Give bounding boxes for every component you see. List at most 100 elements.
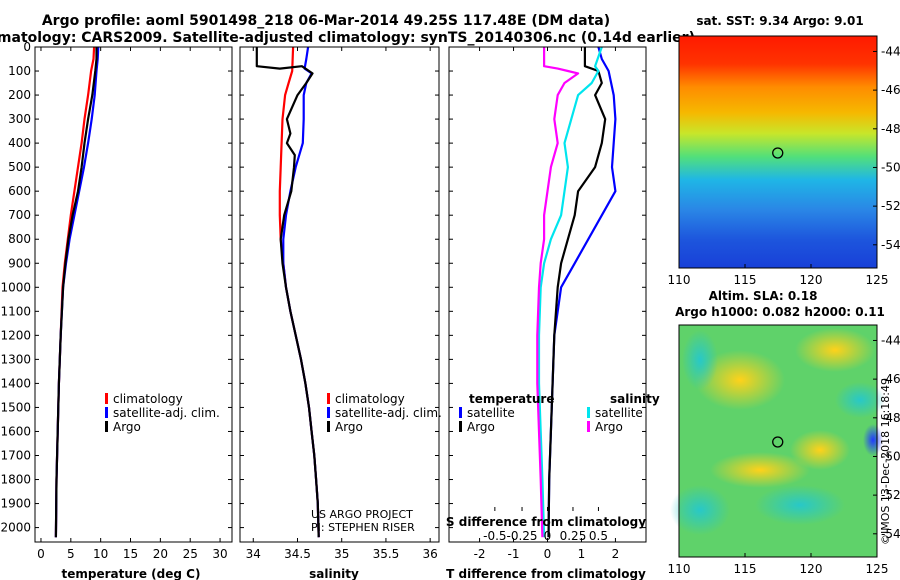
salinity-x-ticks: 34 34.5 35 35.5 36 [240,46,439,561]
legend-label-t-argo: Argo [467,420,495,434]
legend-label-satellite: satellite-adj. clim. [113,406,220,420]
x-tick-label: -2 [474,547,486,561]
map-x-tick-label: 110 [668,562,691,576]
x-tick-label: 20 [153,547,168,561]
series-line-argo [54,47,98,538]
map-y-tick-label: -46 [881,372,900,386]
temperature-x-ticks: 0 5 10 15 20 25 30 [35,46,232,561]
legend-swatch-t-argo [459,421,462,432]
legend-label-climatology: climatology [113,392,183,406]
sla-map-panel: Altim. SLA: 0.18 Argo h1000: 0.082 h2000… [668,289,900,576]
depth-tick-label: 1400 [0,376,31,390]
legend-label-climatology: climatology [335,392,405,406]
sst-field [679,36,877,268]
x-tick-label: 5 [67,547,75,561]
map-x-tick-label: 125 [866,273,889,287]
x-tick-label: 10 [93,547,108,561]
x-tick-label: 2 [612,547,620,561]
temperature-legend: climatology satellite-adj. clim. Argo [105,392,220,434]
top-tick-label: -0.5 [483,529,506,543]
pi-annotation: PI: STEPHEN RISER [311,521,415,534]
sst-float-marker [772,147,784,159]
depth-tick-label: 500 [8,160,31,174]
sst-map-frame [678,35,878,269]
map-x-tick-label: 115 [734,273,757,287]
project-annotation: US ARGO PROJECT [311,508,413,521]
difference-x-ticks: -2 -1 0 1 2 [449,46,646,561]
x-tick-label: 34 [246,547,261,561]
legend-label-argo: Argo [113,420,141,434]
map-x-tick-label: 115 [734,562,757,576]
depth-tick-label: 300 [8,112,31,126]
x-tick-label: 25 [183,547,198,561]
map-y-tick-label: -54 [881,527,900,541]
legend-title-salinity: salinity [610,392,660,406]
map-x-tick-label: 120 [800,562,823,576]
depth-tick-label: 600 [8,184,31,198]
depth-tick-label: 1200 [0,328,31,342]
sst-map-title: sat. SST: 9.34 Argo: 9.01 [696,14,863,28]
depth-tick-label: 0 [23,40,31,54]
map-x-tick-label: 125 [866,562,889,576]
sla-x-ticks: 110 115 120 125 [668,553,889,576]
sla-y-ticks: -44 -46 -48 -50 -52 -54 [873,333,900,541]
map-y-tick-label: -52 [881,199,900,213]
x-tick-label: 1 [578,547,586,561]
top-tick-label: 0 [544,529,552,543]
sst-map-panel: sat. SST: 9.34 Argo: 9.01 110 115 120 125 -… [668,14,900,287]
depth-tick-label: 1500 [0,400,31,414]
temperature-panel: 0 5 10 15 20 25 30 0 100 200 300 400 500 600 700 800 90… [0,40,233,580]
map-y-tick-label: -46 [881,83,900,97]
salinity-xlabel: salinity [309,567,359,580]
sla-float-marker [772,436,784,448]
depth-tick-label: 100 [8,64,31,78]
depth-axis: 0 100 200 300 400 500 600 700 800 900 1000 1100 1200… [0,40,31,535]
legend-swatch-satellite [105,407,108,418]
salinity-frame [239,46,440,543]
top-tick-label: -0.25 [506,529,537,543]
x-tick-label: 36 [423,547,438,561]
depth-tick-label: 800 [8,232,31,246]
legend-swatch-argo [327,421,330,432]
salinity-panel: 34 34.5 35 35.5 36 salinity climatology sate… [239,46,442,580]
legend-swatch-argo [105,421,108,432]
series-line-s-satellite [537,46,603,538]
series-line-argo [255,47,320,538]
x-tick-label: 34.5 [284,547,311,561]
figure-title-line2: Climatology: CARS2009. Satellite-adjuste… [0,30,695,46]
temperature-curves [54,46,100,538]
map-x-tick-label: 120 [800,273,823,287]
depth-tick-label: 900 [8,256,31,270]
sst-y-ticks: -44 -46 -48 -50 -52 -54 [873,44,900,252]
figure-title-line1: Argo profile: aoml 5901498_218 06-Mar-20… [42,13,610,29]
map-y-tick-label: -50 [881,160,900,174]
map-x-tick-label: 110 [668,273,691,287]
depth-tick-label: 1000 [0,280,31,294]
legend-swatch-s-satellite [587,407,590,418]
difference-top-xlabel: S difference from climatology [446,515,646,529]
imos-credit: ©IMOS 13-Dec-2018 16:18:49 [879,378,892,545]
difference-panel: -2 -1 0 1 2 -0.5 -0.25 0 0.25 0.5 T difference f… [446,46,660,580]
series-line-s-argo [536,47,580,538]
temperature-frame [34,46,233,543]
x-tick-label: 0 [544,547,552,561]
sla-anomaly-blobs [670,328,885,535]
difference-xlabel: T difference from climatology [446,567,646,580]
difference-curves [536,46,617,538]
depth-tick-label: 400 [8,136,31,150]
sst-x-ticks: 110 115 120 125 [668,264,889,287]
x-tick-label: -1 [508,547,520,561]
legend-swatch-climatology [327,393,330,404]
legend-label-t-satellite: satellite [467,406,515,420]
map-y-tick-label: -48 [881,411,900,425]
map-y-tick-label: -48 [881,122,900,136]
depth-tick-label: 700 [8,208,31,222]
depth-tick-label: 200 [8,88,31,102]
map-y-tick-label: -50 [881,449,900,463]
legend-swatch-climatology [105,393,108,404]
legend-label-s-argo: Argo [595,420,623,434]
map-y-tick-label: -44 [881,333,900,347]
depth-tick-label: 1700 [0,448,31,462]
legend-label-satellite: satellite-adj. clim. [335,406,442,420]
